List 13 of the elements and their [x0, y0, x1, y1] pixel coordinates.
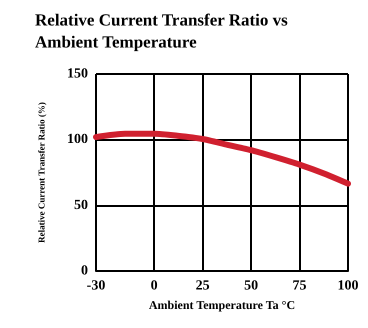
x-tick-label: 0 — [150, 278, 158, 294]
x-tick-label: 50 — [244, 278, 258, 294]
y-tick-label: 0 — [81, 264, 88, 278]
x-tick-label: 25 — [196, 278, 210, 294]
y-tick-label: 150 — [67, 66, 88, 82]
x-tick-label: 75 — [292, 278, 307, 294]
y-tick-label: 100 — [67, 132, 88, 148]
x-axis-title: Ambient Temperature Ta °C — [148, 298, 296, 312]
x-tick-label: 100 — [338, 278, 358, 294]
x-tick-label: -30 — [86, 278, 106, 294]
y-tick-label: 50 — [74, 198, 88, 213]
y-axis-title: Relative Current Transfer Ratio (%) — [36, 102, 46, 243]
chart-title: Relative Current Transfer Ratio vs Ambient Temperature — [35, 10, 288, 52]
